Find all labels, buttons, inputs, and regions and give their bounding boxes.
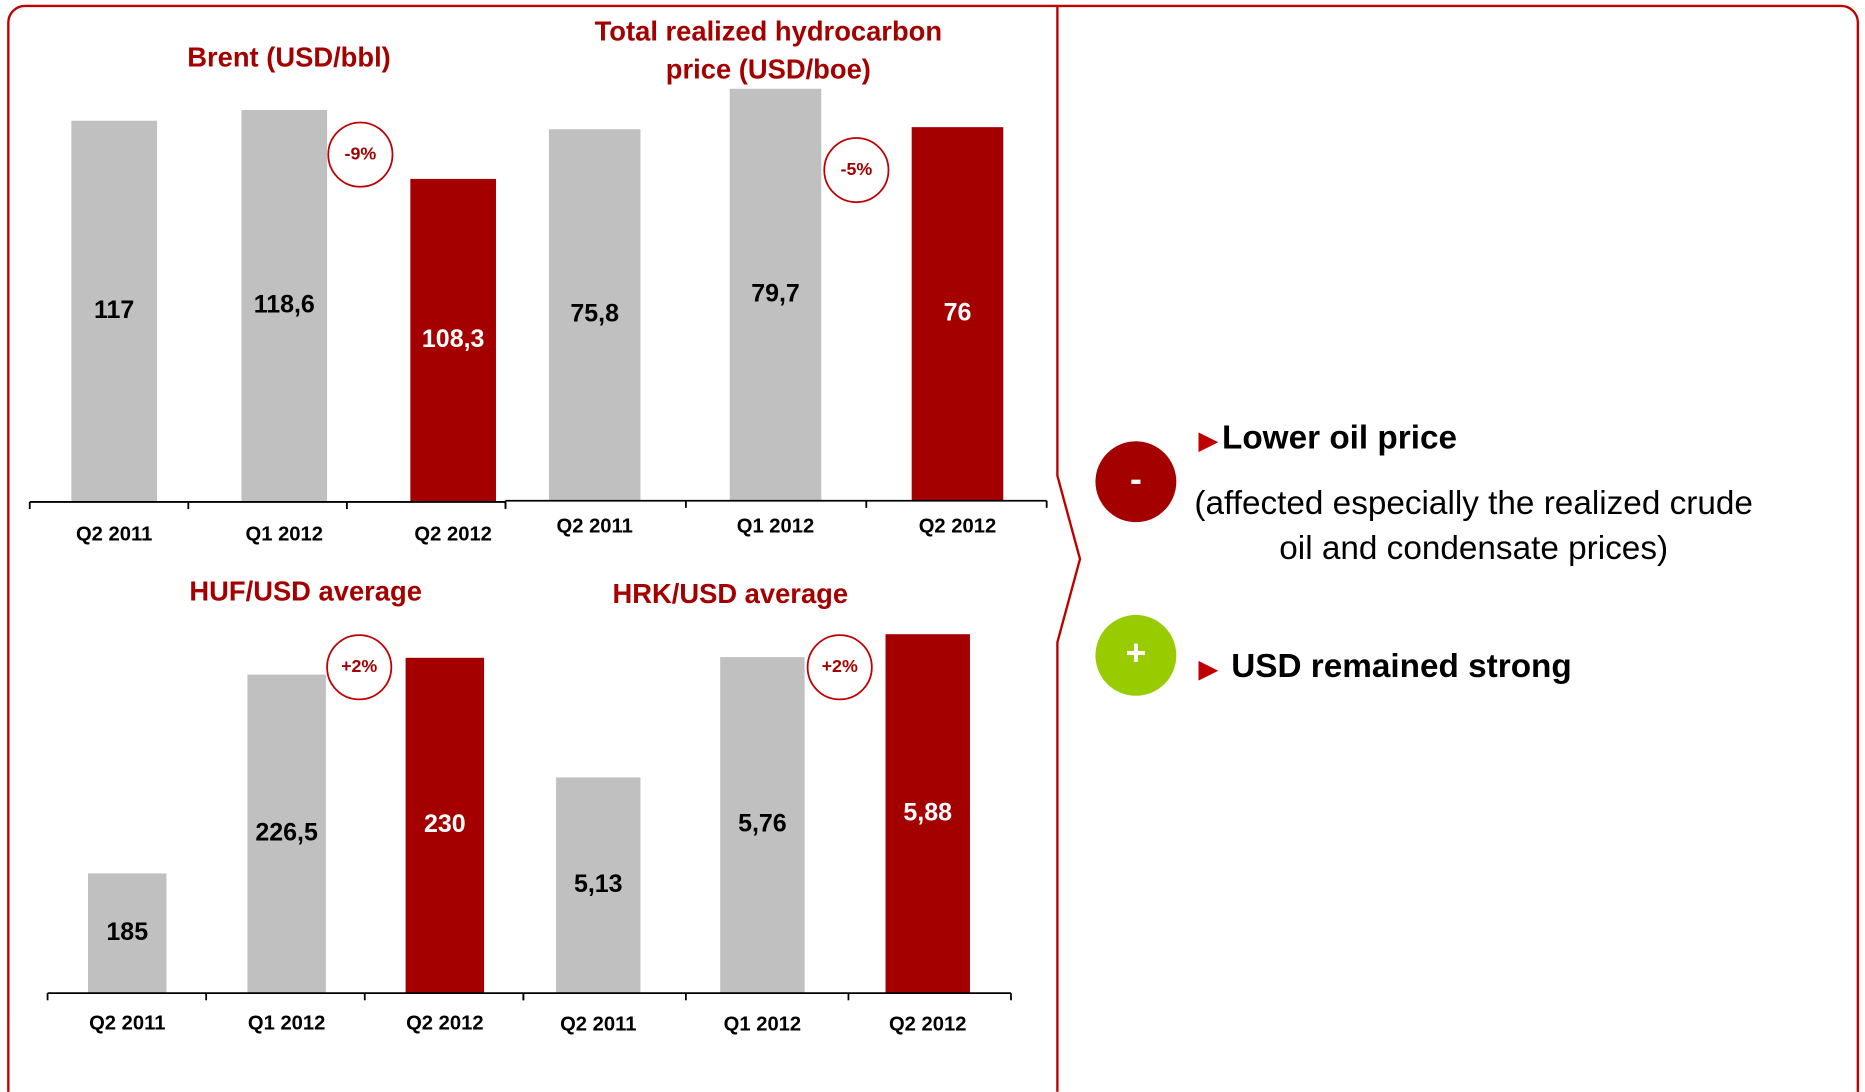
bar xyxy=(885,634,970,994)
heading: ▶ USD remained strong xyxy=(1198,647,1572,684)
value-label: 76 xyxy=(944,299,972,327)
bar xyxy=(410,178,496,502)
chart-title: HRK/USD average xyxy=(613,578,849,609)
detail: (affected especially the realized crude … xyxy=(1194,484,1753,567)
annotation-circle xyxy=(823,137,890,204)
value-label: 108,3 xyxy=(422,325,484,353)
bar xyxy=(405,657,485,994)
category-label: Q2 2011 xyxy=(557,515,633,537)
category-label: Q2 2012 xyxy=(889,1014,967,1036)
annotation-circle xyxy=(806,634,873,701)
category-label: Q1 2012 xyxy=(737,515,815,537)
heading-text: USD remained strong xyxy=(1231,647,1572,684)
bar xyxy=(548,129,641,501)
value-label: 118,6 xyxy=(254,291,315,319)
frame xyxy=(7,4,1860,1092)
annotation-circle xyxy=(326,634,393,701)
bar xyxy=(247,674,326,994)
minus-icon: - xyxy=(1095,441,1177,523)
category-label: Q2 2011 xyxy=(560,1014,636,1036)
category-label: Q2 2011 xyxy=(89,1012,165,1034)
value-label: 226,5 xyxy=(255,818,318,846)
chart-title: Total realized hydrocarbon price (USD/boe… xyxy=(595,16,942,85)
annotation: +2% xyxy=(822,656,858,676)
bar xyxy=(911,127,1004,501)
annotation-circle xyxy=(327,121,394,188)
heading-text: Lower oil price xyxy=(1221,418,1458,456)
category-label: Q2 2012 xyxy=(406,1012,484,1034)
divider xyxy=(1056,5,1082,1092)
bar xyxy=(71,120,158,502)
annotation: +2% xyxy=(341,656,377,676)
annotation: -9% xyxy=(345,143,377,163)
value-label: 185 xyxy=(106,918,148,946)
value-label: 117 xyxy=(94,296,134,324)
category-label: Q1 2012 xyxy=(246,524,324,546)
bar xyxy=(88,873,167,994)
category-label: Q1 2012 xyxy=(724,1014,802,1036)
value-label: 75,8 xyxy=(570,300,619,328)
value-label: 5,76 xyxy=(738,810,787,838)
category-label: Q2 2011 xyxy=(76,524,152,546)
value-label: 79,7 xyxy=(751,279,800,307)
bar xyxy=(720,657,805,994)
heading: ▶ Lower oil price xyxy=(1198,418,1458,456)
bar xyxy=(241,110,328,502)
plus-icon: + xyxy=(1095,614,1177,696)
bar xyxy=(729,88,822,501)
value-label: 5,13 xyxy=(574,870,623,898)
value-label: 5,88 xyxy=(903,798,952,826)
value-label: 230 xyxy=(424,810,466,838)
category-label: Q1 2012 xyxy=(248,1012,326,1034)
category-label: Q2 2012 xyxy=(414,524,492,546)
chart-title: HUF/USD average xyxy=(189,576,422,607)
annotation: -5% xyxy=(841,159,873,179)
bar xyxy=(556,777,641,994)
category-label: Q2 2012 xyxy=(919,515,997,537)
chart-title: Brent (USD/bbl) xyxy=(187,42,391,73)
